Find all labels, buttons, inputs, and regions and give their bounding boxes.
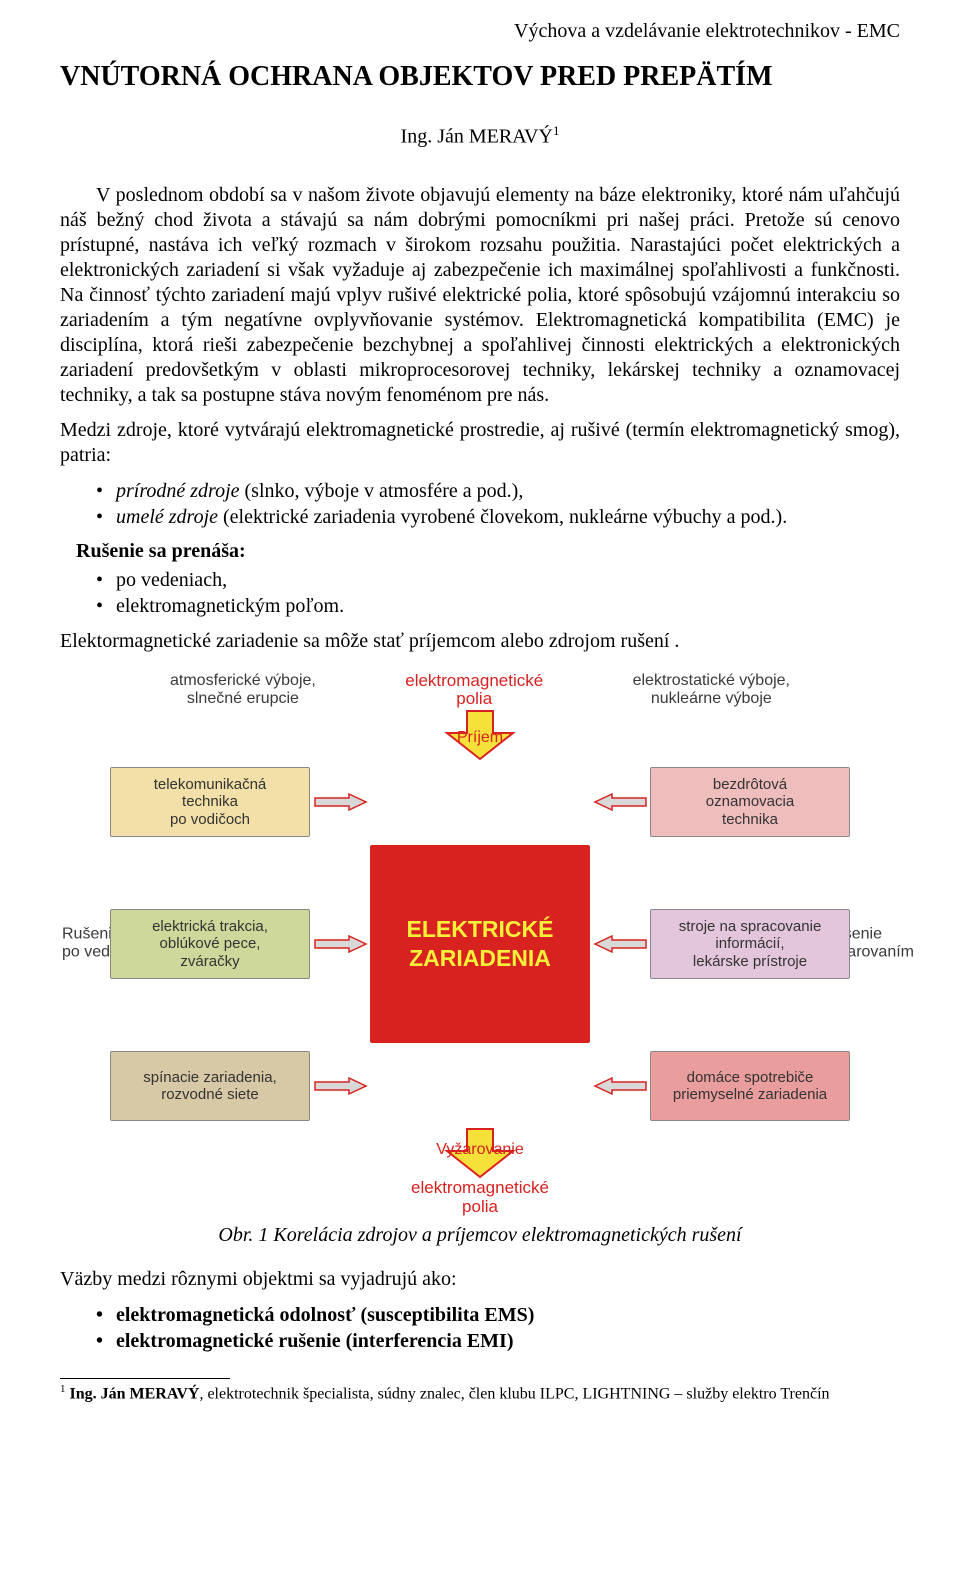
bullet-rusenie-2: elektromagnetickým poľom. [60, 593, 900, 619]
box-br: domáce spotrebiče priemyselné zariadenia [650, 1051, 850, 1121]
box-tr: bezdrôtová oznamovacia technika [650, 767, 850, 837]
diag-top-center-label: elektromagnetické polia [405, 672, 543, 709]
bullet-sources-2-rest: (elektrické zariadenia vyrobené človekom… [218, 506, 787, 528]
paragraph-4: Väzby medzi rôznymi objektmi sa vyjadruj… [60, 1267, 900, 1292]
box-mr: stroje na spracovanie informácií, lekárs… [650, 909, 850, 979]
paragraph-1: V poslednom období sa v našom živote obj… [60, 183, 900, 408]
paragraph-2: Medzi zdroje, ktoré vytvárajú elektromag… [60, 418, 900, 468]
arrow-vyzarovanie-label: Vyžarovanie [436, 1141, 523, 1159]
box-tl: telekomunikačná technika po vodičoch [110, 767, 310, 837]
arrow-br [590, 1076, 650, 1096]
rusenie-head: Rušenie sa prenáša: [76, 540, 900, 563]
center-box: ELEKTRICKÉ ZARIADENIA [370, 845, 590, 1043]
diag-bottom-center-label: elektromagnetické polia [411, 1179, 549, 1216]
bullet-sources-2-italic: umelé zdroje [116, 506, 218, 528]
bullet-sources-1-rest: (slnko, výboje v atmosfére a pod.), [240, 480, 524, 502]
arrow-vyzarovanie: Vyžarovanie [60, 1127, 900, 1179]
arrow-prijem-label: Príjem [457, 729, 503, 747]
arrow-prijem: Príjem [60, 709, 900, 761]
author-name: Ing. Ján MERAVÝ [401, 126, 553, 148]
arrow-ml [310, 934, 370, 954]
arrow-tl [310, 792, 370, 812]
figure-caption: Obr. 1 Korelácia zdrojov a príjemcov ele… [60, 1224, 900, 1247]
author-line: Ing. Ján MERAVÝ1 [60, 123, 900, 149]
diagram-grid: telekomunikačná technika po vodičoch bez… [60, 767, 900, 1121]
page-header: Výchova a vzdelávanie elektrotechnikov -… [60, 20, 900, 43]
rusenie-bullets: po vedeniach, elektromagnetickým poľom. [60, 567, 900, 619]
diag-top-right-label: elektrostatické výboje, nukleárne výboje [633, 672, 790, 709]
footnote-bold: Ing. Ján MERAVÝ [66, 1386, 200, 1403]
source-bullets: prírodné zdroje (slnko, výboje v atmosfé… [60, 478, 900, 530]
bullet-rusenie-1: po vedeniach, [60, 567, 900, 593]
arrow-bl [310, 1076, 370, 1096]
vazby-bullets: elektromagnetická odolnosť (susceptibili… [60, 1302, 900, 1354]
arrow-mr [590, 934, 650, 954]
bullet-vazby-2: elektromagnetické rušenie (interferencia… [60, 1328, 900, 1354]
arrow-tr [590, 792, 650, 812]
footnote: 1 Ing. Ján MERAVÝ, elektrotechnik špecia… [60, 1383, 900, 1404]
footnote-separator [60, 1378, 230, 1379]
bullet-sources-1: prírodné zdroje (slnko, výboje v atmosfé… [60, 478, 900, 504]
page-title: VNÚTORNÁ OCHRANA OBJEKTOV PRED PREPÄTÍM [60, 61, 900, 93]
footnote-rest: , elektrotechnik špecialista, súdny znal… [199, 1386, 829, 1403]
diag-top-left-label: atmosferické výboje, slnečné erupcie [170, 672, 316, 709]
bullet-sources-2: umelé zdroje (elektrické zariadenia vyro… [60, 504, 900, 530]
paragraph-3: Elektormagnetické zariadenie sa môže sta… [60, 629, 900, 654]
box-ml: elektrická trakcia, oblúkové pece, zvára… [110, 909, 310, 979]
bullet-vazby-1: elektromagnetická odolnosť (susceptibili… [60, 1302, 900, 1328]
author-sup: 1 [553, 123, 560, 138]
diagram: atmosferické výboje, slnečné erupcie ele… [60, 672, 900, 1217]
box-bl: spínacie zariadenia, rozvodné siete [110, 1051, 310, 1121]
center-line1: ELEKTRICKÉ [407, 915, 554, 944]
center-line2: ZARIADENIA [409, 944, 551, 973]
bullet-sources-1-italic: prírodné zdroje [116, 480, 240, 502]
